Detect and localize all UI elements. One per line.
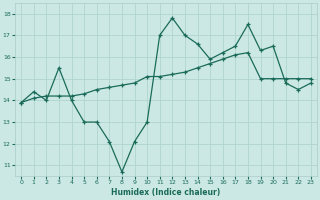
X-axis label: Humidex (Indice chaleur): Humidex (Indice chaleur) (111, 188, 221, 197)
